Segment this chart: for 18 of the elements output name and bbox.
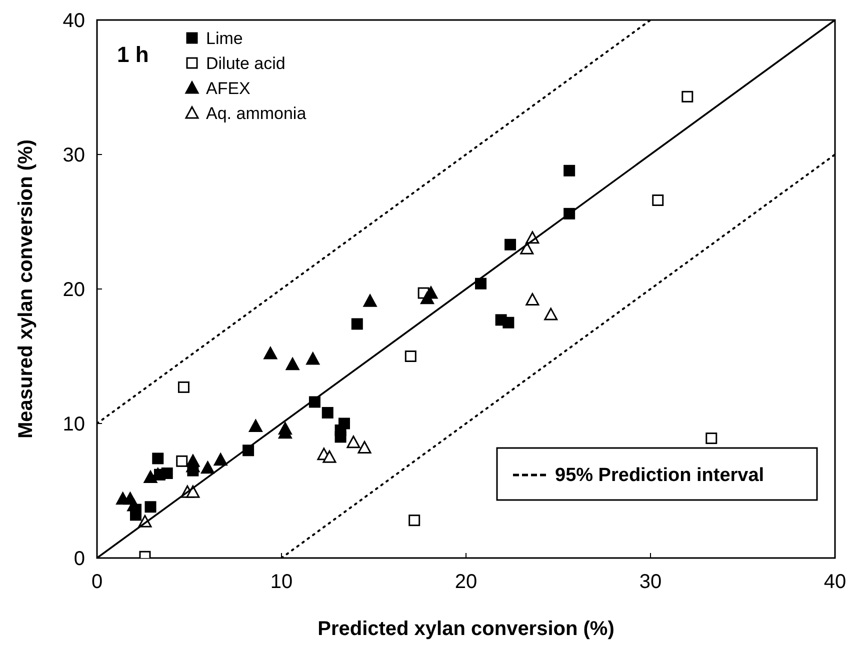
legend-label: Aq. ammonia [206, 104, 307, 123]
y-tick-label: 20 [62, 279, 85, 301]
x-tick-label: 40 [824, 571, 846, 593]
y-axis-title: Measured xylan conversion (%) [15, 140, 37, 438]
y-tick-label: 40 [62, 10, 85, 32]
y-tick-label: 30 [62, 144, 85, 166]
x-tick-label: 10 [270, 571, 293, 593]
x-tick-label: 20 [454, 571, 478, 593]
x-tick-label: 30 [639, 571, 662, 593]
x-tick-label: 0 [91, 571, 103, 593]
legend-label: 95% Prediction interval [555, 465, 764, 486]
x-axis-title: Predicted xylan conversion (%) [318, 618, 614, 640]
y-tick-label: 0 [74, 548, 85, 570]
y-tick-label: 10 [62, 414, 85, 436]
annotation: 1 h [117, 42, 149, 67]
legend-label: Dilute acid [206, 54, 286, 73]
legend-label: Lime [206, 29, 243, 48]
legend-label: AFEX [206, 79, 250, 98]
